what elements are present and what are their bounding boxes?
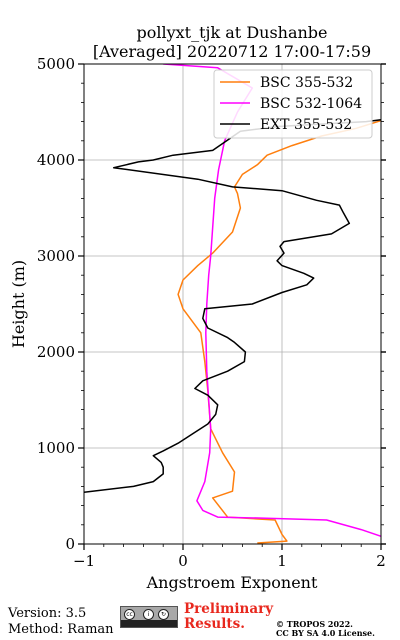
y-tick-label: 3000	[37, 247, 75, 265]
copyright-note: © TROPOS 2022. CC BY SA 4.0 License.	[276, 620, 375, 638]
version-text: Version: 3.5	[8, 606, 87, 621]
y-tick-label: 1000	[37, 439, 75, 457]
y-tick-label: 5000	[37, 55, 75, 73]
x-tick-label: −1	[73, 552, 95, 570]
x-tick-label: 2	[376, 552, 386, 570]
preliminary-results-note: Preliminary Results.	[184, 602, 273, 632]
footer-info: Version: 3.5 Method: Raman	[8, 606, 114, 638]
legend: BSC 355-532 BSC 532-1064 EXT 355-532	[213, 69, 373, 139]
method-text: Method: Raman	[8, 622, 114, 637]
x-tick-label: 0	[178, 552, 188, 570]
series-line-0	[177, 119, 381, 544]
y-tick-label: 2000	[37, 343, 75, 361]
series-line-2	[84, 118, 381, 493]
preliminary-line1: Preliminary	[184, 601, 274, 617]
x-axis-label: Angstroem Exponent	[146, 573, 318, 592]
copyright-line1: © TROPOS 2022.	[276, 619, 353, 629]
legend-label-2: EXT 355-532	[260, 117, 352, 133]
x-tick-label: 1	[277, 552, 287, 570]
y-axis-label: Height (m)	[9, 260, 28, 348]
chart-title-line1: pollyxt_tjk at Dushanbe	[136, 23, 327, 42]
copyright-line2: CC BY SA 4.0 License.	[276, 628, 375, 638]
preliminary-line2: Results.	[184, 616, 245, 632]
y-tick-label: 0	[65, 535, 75, 553]
legend-label-0: BSC 355-532	[260, 75, 353, 91]
legend-label-1: BSC 532-1064	[260, 96, 362, 112]
plot-frame	[83, 63, 382, 545]
chart-title-line2: [Averaged] 20220712 17:00-17:59	[93, 42, 371, 61]
chart: pollyxt_tjk at Dushanbe [Averaged] 20220…	[9, 23, 386, 592]
cc-license-badge: cc i ↻	[120, 606, 178, 628]
y-tick-label: 4000	[37, 151, 75, 169]
legend-box	[213, 69, 373, 139]
